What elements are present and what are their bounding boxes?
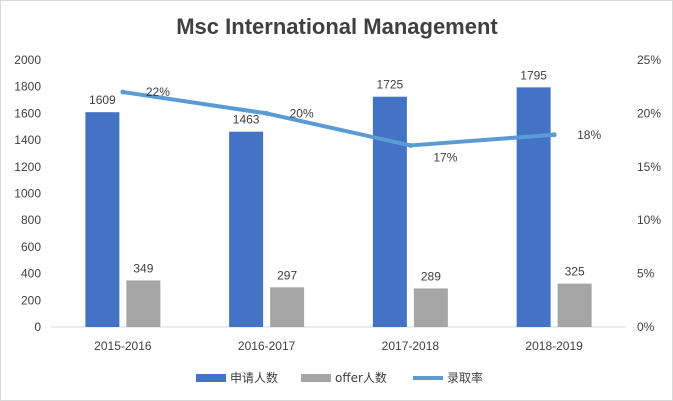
applicants-data-label: 1725 [377,78,404,92]
left-tick-label: 600 [21,240,41,254]
rate-line-group: 22% 20% 17% 18% [120,85,601,164]
left-tick-label: 0 [34,320,41,334]
left-tick-label: 2000 [14,53,41,67]
right-tick-label: 0% [637,320,655,334]
admission-rate-label: 17% [433,150,457,164]
left-tick-label: 1000 [14,187,41,201]
left-tick-label: 200 [21,293,41,307]
right-tick-label: 25% [637,53,661,67]
legend-swatch [301,374,331,382]
category-label: 2017-2018 [382,339,440,353]
right-tick-label: 10% [637,213,661,227]
offers-bar [413,288,448,327]
left-axis: 0 200 400 600 800 1000 1200 1400 1600 1800 2000 [14,53,41,334]
left-tick-label: 400 [21,267,41,281]
admission-rate-point [264,110,270,116]
admission-rate-label: 20% [290,106,314,120]
bars-group: 1609 349 1463 297 1725 289 1795 325 [85,68,592,328]
left-tick-label: 1800 [14,80,41,94]
offers-bar [126,280,161,327]
admission-rate-point [120,89,126,95]
admission-rate-point [407,142,413,148]
applicants-bar [372,96,407,328]
applicants-bar [516,87,551,328]
applicants-data-label: 1463 [233,113,260,127]
offers-bar [270,287,305,327]
admission-rate-line [120,90,557,148]
legend: 申请人数 offer人数 录取率 [196,370,483,385]
applicants-bar [229,131,264,327]
category-label: 2016-2017 [238,339,296,353]
left-tick-label: 800 [21,213,41,227]
offers-data-label: 325 [565,265,585,279]
legend-label: 录取率 [447,370,483,385]
admission-rate-point [551,132,557,138]
legend-label: offer人数 [335,370,387,385]
legend-label: 申请人数 [230,370,278,385]
offers-data-label: 297 [277,268,297,282]
applicants-data-label: 1609 [89,93,116,107]
left-tick-label: 1600 [14,106,41,120]
category-label: 2015-2016 [94,339,152,353]
admission-rate-label: 18% [577,128,601,142]
chart-title: Msc International Management [176,14,498,39]
left-tick-label: 1200 [14,160,41,174]
applicants-bar [85,112,120,327]
category-labels: 2015-2016 2016-2017 2017-2018 2018-2019 [94,339,583,353]
admission-rate-label: 22% [146,85,170,99]
category-label: 2018-2019 [525,339,583,353]
right-tick-label: 15% [637,160,661,174]
legend-swatch [196,374,226,382]
offers-bar [557,283,592,327]
offers-data-label: 289 [421,269,441,283]
left-tick-label: 1400 [14,133,41,147]
right-tick-label: 20% [637,106,661,120]
right-tick-label: 5% [637,267,655,281]
right-axis: 0% 5% 10% 15% 20% 25% [637,53,661,334]
applicants-data-label: 1795 [520,68,547,82]
offers-data-label: 349 [133,261,153,275]
